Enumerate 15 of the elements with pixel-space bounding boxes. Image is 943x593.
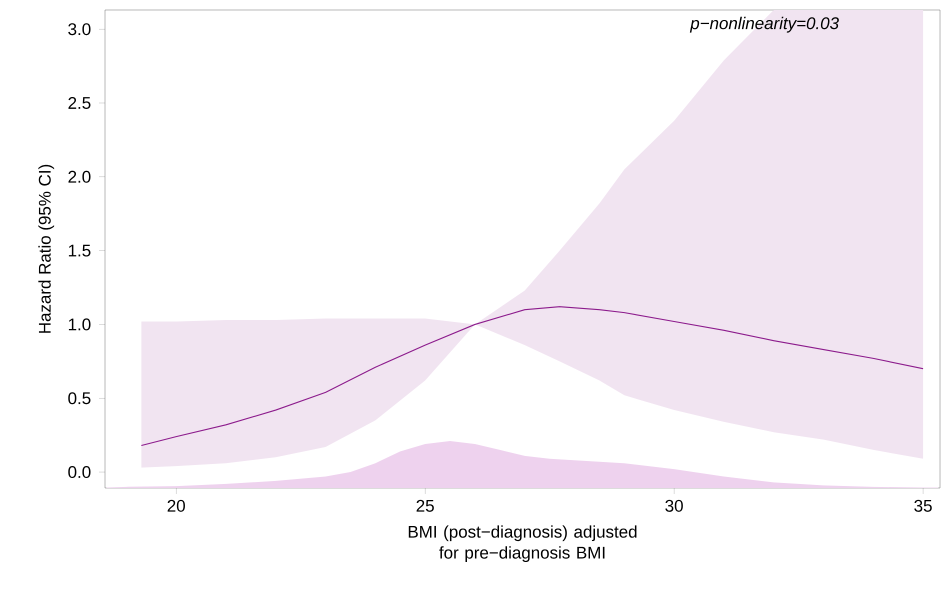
- x-tick-label: 25: [416, 500, 434, 512]
- y-tick-label: 0.5: [68, 392, 90, 404]
- line-series: [140, 306, 924, 446]
- y-tick-label: 2.5: [68, 97, 90, 109]
- y-tick-label: 2.0: [68, 170, 91, 183]
- annotation: p−nonlinearity=0.03: [690, 16, 839, 33]
- x-axis-title: BMI (post−diagnosis) adjusted for pre−diagnosis BMI: [408, 525, 636, 562]
- y-tick-label: 3.0: [68, 23, 91, 36]
- y-axis-title: Hazard Ratio (95% CI): [38, 164, 54, 333]
- y-tick-label: 1.5: [68, 244, 90, 257]
- x-tick-label: 35: [914, 500, 932, 512]
- y-tick-label: 1.0: [68, 318, 91, 330]
- x-tick-label: 30: [665, 500, 683, 512]
- y-tick-label: 0.0: [68, 466, 91, 478]
- x-tick-label: 20: [168, 500, 185, 512]
